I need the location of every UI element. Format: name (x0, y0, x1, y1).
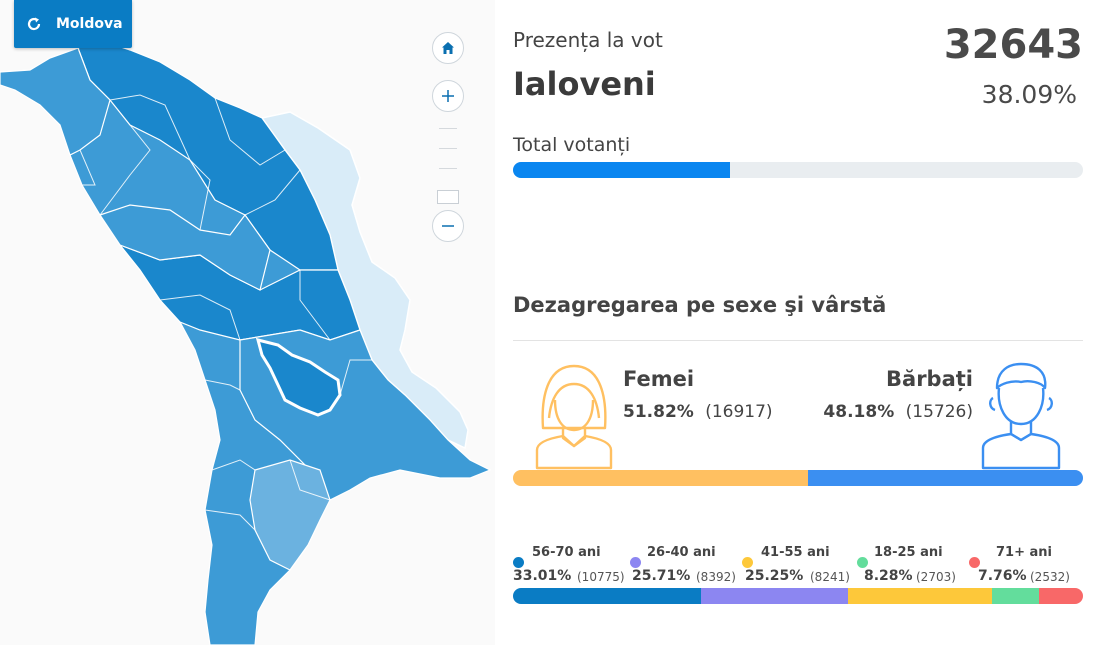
total-voters-fill (513, 162, 731, 178)
map-region-central-west[interactable] (99, 204, 271, 291)
map-region-northwest[interactable] (0, 47, 111, 156)
age-percent: 7.76% (978, 568, 1027, 584)
home-button[interactable] (432, 32, 464, 64)
reload-icon (27, 17, 41, 31)
map-region-gagauzia[interactable] (249, 459, 331, 571)
age-count: (2532) (1030, 570, 1070, 584)
total-voters-label: Total votanți (513, 134, 631, 156)
region-name: Ialoveni (513, 65, 656, 103)
turnout-percent: 38.09% (981, 80, 1077, 109)
age-percent: 25.71% (632, 568, 691, 584)
age-bar-segment (513, 588, 702, 604)
age-percent: 25.25% (745, 568, 804, 584)
male-person-icon (981, 362, 1061, 470)
age-dot-icon (742, 557, 753, 568)
turnout-subtitle: Prezența la vot (513, 28, 663, 52)
age-label: 18-25 ani (874, 545, 943, 560)
divider (513, 340, 1083, 341)
age-bar-segment (991, 588, 1039, 604)
female-stats: 51.82% (16917) (623, 402, 773, 422)
age-bar-segment (847, 588, 992, 604)
zoom-out-button[interactable] (432, 210, 464, 242)
age-count: (8392) (696, 570, 736, 584)
moldova-button-label: Moldova (56, 16, 123, 32)
age-label: 71+ ani (996, 545, 1052, 560)
age-bar (513, 588, 1083, 604)
female-count: (16917) (705, 402, 773, 422)
age-count: (10775) (577, 570, 625, 584)
zoom-tick (439, 148, 457, 149)
age-bar-segment (701, 588, 848, 604)
gender-bar (513, 470, 1083, 486)
map-region-north[interactable] (77, 39, 339, 271)
age-percent: 8.28% (864, 568, 913, 584)
female-label: Femei (623, 367, 695, 391)
age-dot-icon (857, 557, 868, 568)
zoom-controls[interactable] (432, 32, 464, 242)
age-label: 26-40 ani (647, 545, 716, 560)
moldova-map[interactable] (0, 0, 495, 645)
zoom-in-button[interactable] (432, 80, 464, 112)
age-count: (2703) (916, 570, 956, 584)
age-label: 56-70 ani (532, 545, 601, 560)
age-dot-icon (513, 557, 524, 568)
zoom-tick (439, 168, 457, 169)
female-percent: 51.82% (623, 402, 694, 422)
map-region-ialoveni-selected[interactable] (255, 337, 342, 417)
gender-bar-male (808, 470, 1083, 486)
age-percent: 33.01% (513, 568, 572, 584)
stats-panel: Prezența la vot Ialoveni 32643 38.09% To… (513, 0, 1083, 645)
home-icon (442, 42, 454, 54)
age-dot-icon (969, 557, 980, 568)
male-count: (15726) (905, 402, 973, 422)
male-label: Bărbați (886, 367, 973, 391)
gender-bar-female (513, 470, 809, 486)
zoom-tick (439, 128, 457, 129)
total-count: 32643 (943, 22, 1083, 68)
age-label: 41-55 ani (761, 545, 830, 560)
map-panel[interactable]: Moldova (0, 0, 495, 645)
age-bar-segment (1038, 588, 1083, 604)
moldova-back-button[interactable]: Moldova (14, 0, 132, 48)
section-title: Dezagregarea pe sexe şi vârstă (513, 293, 887, 317)
minus-icon (442, 225, 454, 227)
male-stats: 48.18% (15726) (823, 402, 973, 422)
male-percent: 48.18% (823, 402, 895, 422)
zoom-slider-handle[interactable] (437, 190, 459, 204)
plus-icon (442, 90, 454, 102)
total-voters-bar (513, 162, 1083, 178)
age-count: (8241) (810, 570, 850, 584)
age-dot-icon (630, 557, 641, 568)
map-borders (79, 94, 372, 531)
female-person-icon (535, 364, 613, 470)
